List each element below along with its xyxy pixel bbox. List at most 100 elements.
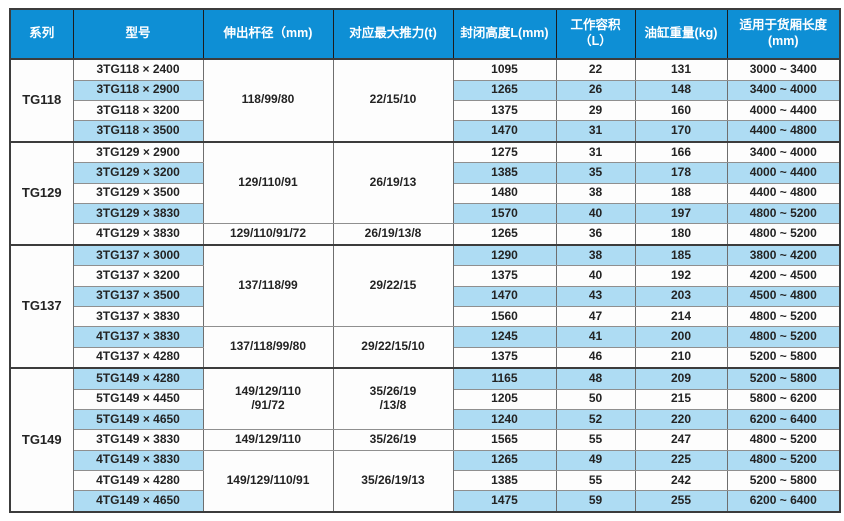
range-cell: 5200 ~ 5800: [726, 346, 841, 369]
height-cell: 1385: [452, 469, 557, 492]
model-cell: 3TG129 × 2900: [72, 140, 204, 164]
model-cell: 5TG149 × 4450: [72, 388, 204, 410]
height-cell: 1375: [452, 346, 557, 369]
table-row: 5TG149 × 4650 1240 52 220 6200 ~ 6400: [10, 408, 841, 431]
weight-cell: 214: [634, 305, 728, 328]
model-cell: 3TG118 × 3500: [72, 120, 204, 143]
table-row: 3TG149 × 3830 149/129/110 35/26/19 1565 55 24…: [10, 429, 841, 451]
height-cell: 1565: [452, 429, 557, 451]
series-cell: TG137: [9, 243, 74, 369]
col-header-range: 适用于货厢长度 (mm): [726, 8, 841, 60]
model-cell: 4TG149 × 3830: [72, 449, 204, 471]
spec-table-body: TG118 3TG118 × 2400 118/99/80 22/15/10 1095 2…: [9, 57, 841, 513]
col-header-model: 型号: [72, 8, 204, 60]
table-row: 4TG149 × 4280 1385 55 242 5200 ~ 5800: [10, 469, 841, 492]
height-cell: 1265: [452, 79, 557, 101]
weight-cell: 247: [634, 429, 728, 451]
range-cell: 6200 ~ 6400: [726, 490, 841, 513]
range-cell: 3800 ~ 4200: [726, 243, 841, 267]
table-row: 3TG137 × 3500 1470 43 203 4500 ~ 4800: [10, 285, 841, 307]
rod-diameter-cell: 137/118/99/80: [202, 326, 334, 369]
weight-cell: 215: [634, 388, 728, 410]
table-row: 3TG118 × 3500 1470 31 170 4400 ~ 4800: [10, 120, 841, 143]
table-row: TG118 3TG118 × 2400 118/99/80 22/15/10 1095 2…: [9, 57, 841, 143]
range-cell: 4800 ~ 5200: [726, 202, 841, 225]
spec-table-container: 系列 型号 伸出杆径（mm) 对应最大推力(t) 封闭高度L(mm) 工作容积（…: [9, 8, 841, 513]
range-cell: 5800 ~ 6200: [726, 388, 841, 410]
volume-cell: 55: [555, 429, 636, 451]
weight-cell: 192: [634, 265, 728, 287]
model-cell: 3TG137 × 3200: [72, 265, 204, 287]
height-cell: 1205: [452, 388, 557, 410]
rod-diameter-cell: 129/110/91: [202, 140, 334, 225]
thrust-cell: 35/26/19 /13/8: [332, 367, 454, 431]
weight-cell: 242: [634, 469, 728, 492]
spec-table: 系列 型号 伸出杆径（mm) 对应最大推力(t) 封闭高度L(mm) 工作容积（…: [9, 8, 841, 513]
height-cell: 1165: [452, 367, 557, 390]
model-cell: 3TG129 × 3500: [72, 182, 204, 204]
table-row: 4TG149 × 4650 1475 59 255 6200 ~ 6400: [10, 490, 841, 513]
volume-cell: 38: [555, 243, 636, 267]
height-cell: 1385: [452, 162, 557, 184]
range-cell: 3000 ~ 3400: [726, 57, 841, 81]
volume-cell: 43: [555, 285, 636, 307]
range-cell: 4400 ~ 4800: [726, 182, 841, 204]
range-cell: 3400 ~ 4000: [726, 79, 841, 101]
height-cell: 1570: [452, 202, 557, 225]
volume-cell: 40: [555, 265, 636, 287]
weight-cell: 166: [634, 140, 728, 164]
volume-cell: 36: [555, 223, 636, 246]
thrust-cell: 35/26/19: [332, 429, 454, 451]
table-row: 3TG137 × 3830 1560 47 214 4800 ~ 5200: [10, 305, 841, 328]
weight-cell: 160: [634, 99, 728, 122]
range-cell: 4800 ~ 5200: [726, 326, 841, 348]
volume-cell: 47: [555, 305, 636, 328]
range-cell: 3400 ~ 4000: [726, 140, 841, 164]
height-cell: 1265: [452, 223, 557, 246]
weight-cell: 188: [634, 182, 728, 204]
col-header-thrust: 对应最大推力(t): [332, 8, 454, 60]
table-row: 3TG129 × 3830 1570 40 197 4800 ~ 5200: [10, 202, 841, 225]
volume-cell: 55: [555, 469, 636, 492]
thrust-cell: 26/19/13/8: [332, 223, 454, 246]
table-row: 3TG118 × 3200 1375 29 160 4000 ~ 4400: [10, 99, 841, 122]
table-row: 3TG137 × 3200 1375 40 192 4200 ~ 4500: [10, 265, 841, 287]
col-header-weight: 油缸重量(kg): [634, 8, 728, 60]
table-row: 4TG149 × 3830 149/129/110/91 35/26/19/13 12…: [10, 449, 841, 513]
table-row: TG149 5TG149 × 4280 149/129/110 /91/72 35/2…: [9, 367, 841, 513]
weight-cell: 185: [634, 243, 728, 267]
volume-cell: 31: [555, 140, 636, 164]
volume-cell: 46: [555, 346, 636, 369]
model-cell: 3TG137 × 3000: [72, 243, 204, 267]
thrust-cell: 26/19/13: [332, 140, 454, 225]
model-cell: 4TG137 × 3830: [72, 326, 204, 348]
weight-cell: 197: [634, 202, 728, 225]
model-cell: 3TG149 × 3830: [72, 429, 204, 451]
range-cell: 4800 ~ 5200: [726, 223, 841, 246]
volume-cell: 41: [555, 326, 636, 348]
weight-cell: 200: [634, 326, 728, 348]
model-cell: 3TG118 × 3200: [72, 99, 204, 122]
model-cell: 4TG149 × 4650: [72, 490, 204, 513]
height-cell: 1375: [452, 99, 557, 122]
rod-diameter-cell: 149/129/110/91: [202, 449, 334, 513]
height-cell: 1560: [452, 305, 557, 328]
series-cell: TG149: [9, 367, 74, 513]
weight-cell: 209: [634, 367, 728, 390]
range-cell: 4800 ~ 5200: [726, 449, 841, 471]
height-cell: 1290: [452, 243, 557, 267]
model-cell: 3TG137 × 3500: [72, 285, 204, 307]
range-cell: 4400 ~ 4800: [726, 120, 841, 143]
volume-cell: 38: [555, 182, 636, 204]
rod-diameter-cell: 149/129/110 /91/72: [202, 367, 334, 431]
range-cell: 4500 ~ 4800: [726, 285, 841, 307]
volume-cell: 31: [555, 120, 636, 143]
model-cell: 3TG129 × 3830: [72, 202, 204, 225]
weight-cell: 170: [634, 120, 728, 143]
height-cell: 1265: [452, 449, 557, 471]
range-cell: 5200 ~ 5800: [726, 367, 841, 390]
model-cell: 4TG129 × 3830: [72, 223, 204, 246]
table-row: 3TG118 × 2900 1265 26 148 3400 ~ 4000: [10, 79, 841, 101]
weight-cell: 178: [634, 162, 728, 184]
